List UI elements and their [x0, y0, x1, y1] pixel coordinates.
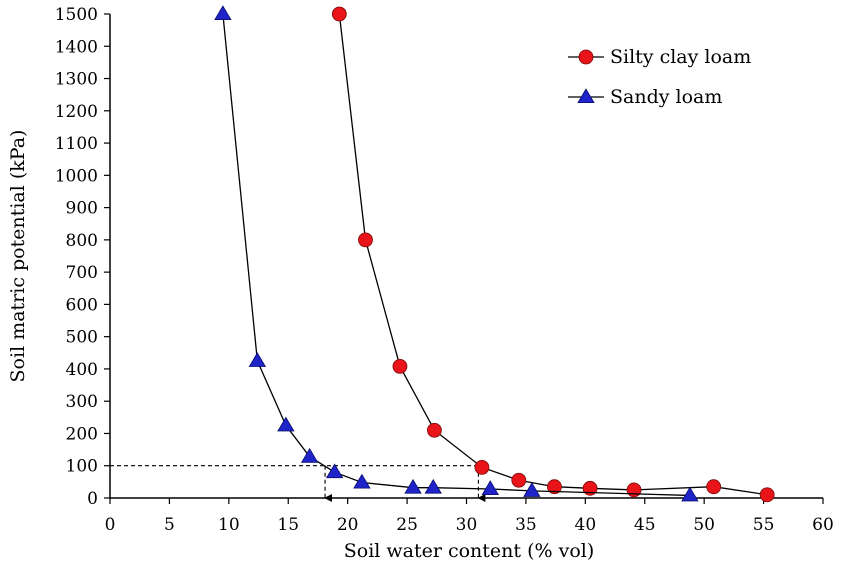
data-point: [427, 422, 442, 438]
x-tick-label: 60: [812, 515, 834, 535]
x-tick-label: 20: [337, 515, 359, 535]
y-tick-label: 600: [66, 295, 98, 315]
data-point: [481, 480, 499, 495]
data-point: [300, 447, 319, 463]
legend-swatch-marker: [578, 49, 594, 65]
x-tick-label: 40: [575, 515, 597, 535]
y-tick-label: 1200: [55, 102, 98, 122]
ticks: 0100200300400500600700800900100011001200…: [55, 5, 834, 535]
data-point: [277, 416, 295, 432]
data-point: [706, 479, 722, 495]
y-tick-label: 900: [66, 199, 98, 219]
x-tick-label: 25: [396, 515, 418, 535]
y-tick-label: 1000: [55, 166, 98, 186]
y-tick-label: 300: [66, 392, 98, 412]
x-tick-label: 55: [753, 515, 775, 535]
data-point: [547, 479, 562, 495]
x-tick-label: 5: [164, 515, 175, 535]
data-point: [353, 473, 371, 489]
series-silty-clay-loam: [331, 6, 775, 503]
legend-label: Sandy loam: [610, 86, 722, 108]
data-point: [626, 482, 642, 498]
y-tick-label: 500: [66, 328, 98, 348]
series-layer: [214, 5, 775, 503]
legend-swatch-marker: [577, 88, 595, 103]
data-point: [681, 486, 699, 502]
y-tick-label: 1100: [55, 134, 98, 154]
x-tick-label: 50: [693, 515, 715, 535]
y-tick-label: 0: [87, 489, 98, 509]
x-tick-label: 45: [634, 515, 656, 535]
data-point: [404, 478, 422, 494]
data-point: [214, 5, 232, 21]
legend: Silty clay loam Sandy loam: [568, 46, 751, 108]
data-point: [325, 463, 344, 479]
x-tick-label: 0: [105, 515, 116, 535]
y-tick-label: 100: [66, 457, 98, 477]
data-point: [759, 487, 775, 503]
legend-label: Silty clay loam: [610, 46, 751, 68]
y-tick-label: 1300: [55, 70, 98, 90]
y-tick-label: 200: [66, 424, 98, 444]
data-point: [523, 482, 541, 497]
data-point: [511, 472, 527, 488]
data-point: [331, 6, 347, 22]
y-axis-title: Soil matric potential (kPa): [7, 130, 29, 383]
y-tick-label: 400: [66, 360, 98, 380]
y-tick-label: 800: [66, 231, 98, 251]
data-point: [248, 352, 267, 367]
x-tick-label: 30: [456, 515, 478, 535]
x-tick-label: 35: [515, 515, 537, 535]
data-point: [358, 232, 373, 248]
x-tick-label: 15: [277, 515, 299, 535]
data-point: [392, 358, 408, 374]
x-tick-label: 10: [218, 515, 240, 535]
y-tick-label: 1500: [55, 5, 98, 25]
y-tick-label: 700: [66, 263, 98, 283]
data-point: [474, 459, 490, 475]
annotations: [110, 465, 486, 502]
series-sandy-loam: [214, 5, 699, 502]
y-tick-label: 1400: [55, 37, 98, 57]
data-point: [424, 478, 442, 494]
x-axis-title: Soil water content (% vol): [344, 540, 595, 562]
